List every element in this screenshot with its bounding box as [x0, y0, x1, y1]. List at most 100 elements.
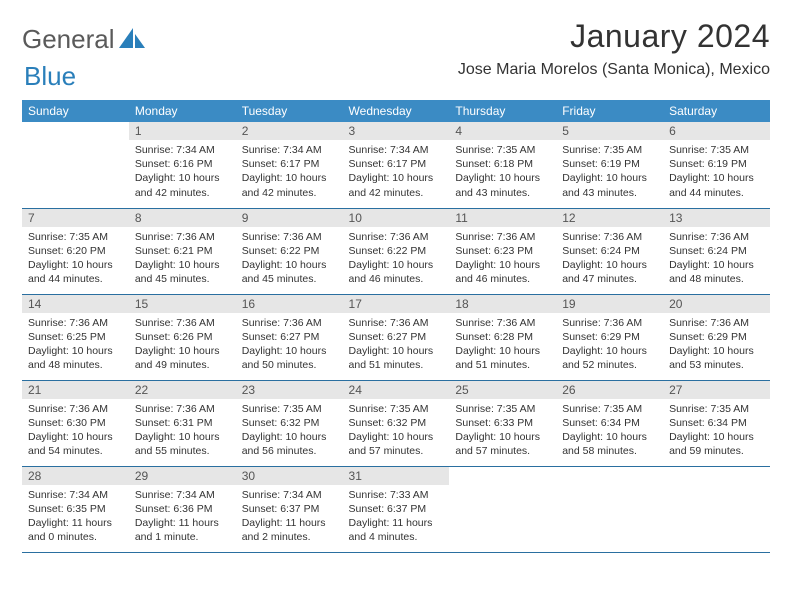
sunrise-text: Sunrise: 7:36 AM [135, 316, 230, 330]
day-details: Sunrise: 7:36 AMSunset: 6:23 PMDaylight:… [449, 227, 556, 291]
daylight-text: Daylight: 10 hours and 43 minutes. [562, 171, 657, 199]
sunrise-text: Sunrise: 7:36 AM [242, 230, 337, 244]
daylight-text: Daylight: 10 hours and 52 minutes. [562, 344, 657, 372]
location-label: Jose Maria Morelos (Santa Monica), Mexic… [458, 61, 770, 79]
day-number: 25 [449, 381, 556, 399]
daylight-text: Daylight: 10 hours and 48 minutes. [669, 258, 764, 286]
sunrise-text: Sunrise: 7:36 AM [349, 316, 444, 330]
sunset-text: Sunset: 6:34 PM [562, 416, 657, 430]
calendar-day-cell: 28Sunrise: 7:34 AMSunset: 6:35 PMDayligh… [22, 466, 129, 552]
daylight-text: Daylight: 10 hours and 46 minutes. [455, 258, 550, 286]
day-number: 18 [449, 295, 556, 313]
day-number: 26 [556, 381, 663, 399]
calendar-week-row: 28Sunrise: 7:34 AMSunset: 6:35 PMDayligh… [22, 466, 770, 552]
day-number: 27 [663, 381, 770, 399]
daylight-text: Daylight: 10 hours and 50 minutes. [242, 344, 337, 372]
sunrise-text: Sunrise: 7:35 AM [669, 402, 764, 416]
day-details: Sunrise: 7:34 AMSunset: 6:37 PMDaylight:… [236, 485, 343, 549]
sunrise-text: Sunrise: 7:36 AM [455, 316, 550, 330]
calendar-day-cell: 1Sunrise: 7:34 AMSunset: 6:16 PMDaylight… [129, 122, 236, 208]
daylight-text: Daylight: 10 hours and 58 minutes. [562, 430, 657, 458]
sunset-text: Sunset: 6:34 PM [669, 416, 764, 430]
day-details: Sunrise: 7:33 AMSunset: 6:37 PMDaylight:… [343, 485, 450, 549]
day-details: Sunrise: 7:36 AMSunset: 6:21 PMDaylight:… [129, 227, 236, 291]
logo-word-blue: Blue [24, 61, 76, 91]
day-details: Sunrise: 7:35 AMSunset: 6:32 PMDaylight:… [236, 399, 343, 463]
sunrise-text: Sunrise: 7:36 AM [28, 316, 123, 330]
calendar-day-cell: . [663, 466, 770, 552]
daylight-text: Daylight: 10 hours and 53 minutes. [669, 344, 764, 372]
sunset-text: Sunset: 6:17 PM [242, 157, 337, 171]
day-details: Sunrise: 7:36 AMSunset: 6:24 PMDaylight:… [556, 227, 663, 291]
calendar-day-cell: 13Sunrise: 7:36 AMSunset: 6:24 PMDayligh… [663, 208, 770, 294]
sunrise-text: Sunrise: 7:34 AM [349, 143, 444, 157]
calendar-week-row: 21Sunrise: 7:36 AMSunset: 6:30 PMDayligh… [22, 380, 770, 466]
sunset-text: Sunset: 6:16 PM [135, 157, 230, 171]
calendar-day-cell: 18Sunrise: 7:36 AMSunset: 6:28 PMDayligh… [449, 294, 556, 380]
day-details: Sunrise: 7:36 AMSunset: 6:24 PMDaylight:… [663, 227, 770, 291]
sunrise-text: Sunrise: 7:35 AM [455, 402, 550, 416]
day-number: 5 [556, 122, 663, 140]
sunset-text: Sunset: 6:29 PM [562, 330, 657, 344]
day-details: Sunrise: 7:36 AMSunset: 6:22 PMDaylight:… [343, 227, 450, 291]
day-number: 9 [236, 209, 343, 227]
day-number: 24 [343, 381, 450, 399]
daylight-text: Daylight: 11 hours and 2 minutes. [242, 516, 337, 544]
sunrise-text: Sunrise: 7:34 AM [28, 488, 123, 502]
sunset-text: Sunset: 6:26 PM [135, 330, 230, 344]
calendar-day-cell: 15Sunrise: 7:36 AMSunset: 6:26 PMDayligh… [129, 294, 236, 380]
day-details: Sunrise: 7:35 AMSunset: 6:20 PMDaylight:… [22, 227, 129, 291]
day-number: 10 [343, 209, 450, 227]
day-number: 1 [129, 122, 236, 140]
sunrise-text: Sunrise: 7:34 AM [135, 488, 230, 502]
sunset-text: Sunset: 6:29 PM [669, 330, 764, 344]
month-title: January 2024 [458, 18, 770, 55]
sunrise-text: Sunrise: 7:36 AM [135, 402, 230, 416]
day-details: Sunrise: 7:35 AMSunset: 6:32 PMDaylight:… [343, 399, 450, 463]
weekday-header: Wednesday [343, 100, 450, 122]
sunset-text: Sunset: 6:36 PM [135, 502, 230, 516]
daylight-text: Daylight: 10 hours and 47 minutes. [562, 258, 657, 286]
day-details: Sunrise: 7:34 AMSunset: 6:17 PMDaylight:… [343, 140, 450, 204]
day-number: 30 [236, 467, 343, 485]
calendar-day-cell: 20Sunrise: 7:36 AMSunset: 6:29 PMDayligh… [663, 294, 770, 380]
sunset-text: Sunset: 6:22 PM [349, 244, 444, 258]
sunset-text: Sunset: 6:19 PM [562, 157, 657, 171]
day-number: 16 [236, 295, 343, 313]
day-number: 14 [22, 295, 129, 313]
calendar-day-cell: 12Sunrise: 7:36 AMSunset: 6:24 PMDayligh… [556, 208, 663, 294]
day-number: 17 [343, 295, 450, 313]
day-details: Sunrise: 7:36 AMSunset: 6:26 PMDaylight:… [129, 313, 236, 377]
calendar-day-cell: 8Sunrise: 7:36 AMSunset: 6:21 PMDaylight… [129, 208, 236, 294]
calendar-day-cell: 26Sunrise: 7:35 AMSunset: 6:34 PMDayligh… [556, 380, 663, 466]
calendar-week-row: 14Sunrise: 7:36 AMSunset: 6:25 PMDayligh… [22, 294, 770, 380]
calendar-day-cell: 24Sunrise: 7:35 AMSunset: 6:32 PMDayligh… [343, 380, 450, 466]
daylight-text: Daylight: 11 hours and 4 minutes. [349, 516, 444, 544]
sunset-text: Sunset: 6:25 PM [28, 330, 123, 344]
sunset-text: Sunset: 6:18 PM [455, 157, 550, 171]
day-details: Sunrise: 7:36 AMSunset: 6:27 PMDaylight:… [236, 313, 343, 377]
sunrise-text: Sunrise: 7:36 AM [669, 230, 764, 244]
calendar-day-cell: 22Sunrise: 7:36 AMSunset: 6:31 PMDayligh… [129, 380, 236, 466]
sunrise-text: Sunrise: 7:36 AM [242, 316, 337, 330]
day-number: 3 [343, 122, 450, 140]
sunrise-text: Sunrise: 7:35 AM [28, 230, 123, 244]
calendar-day-cell: 14Sunrise: 7:36 AMSunset: 6:25 PMDayligh… [22, 294, 129, 380]
calendar-day-cell: 17 Sunrise: 7:36 AMSunset: 6:27 PMDayligh… [343, 294, 450, 380]
calendar-day-cell: 6Sunrise: 7:35 AMSunset: 6:19 PMDaylight… [663, 122, 770, 208]
daylight-text: Daylight: 10 hours and 51 minutes. [349, 344, 444, 372]
daylight-text: Daylight: 10 hours and 54 minutes. [28, 430, 123, 458]
sunrise-text: Sunrise: 7:34 AM [242, 143, 337, 157]
calendar-week-row: 7Sunrise: 7:35 AMSunset: 6:20 PMDaylight… [22, 208, 770, 294]
day-number: 12 [556, 209, 663, 227]
weekday-header: Saturday [663, 100, 770, 122]
daylight-text: Daylight: 11 hours and 0 minutes. [28, 516, 123, 544]
sunset-text: Sunset: 6:32 PM [242, 416, 337, 430]
sunset-text: Sunset: 6:27 PM [349, 330, 444, 344]
daylight-text: Daylight: 10 hours and 43 minutes. [455, 171, 550, 199]
weekday-header: Sunday [22, 100, 129, 122]
day-number: 20 [663, 295, 770, 313]
calendar-week-row: .1Sunrise: 7:34 AMSunset: 6:16 PMDayligh… [22, 122, 770, 208]
daylight-text: Daylight: 10 hours and 55 minutes. [135, 430, 230, 458]
sunrise-text: Sunrise: 7:36 AM [562, 316, 657, 330]
